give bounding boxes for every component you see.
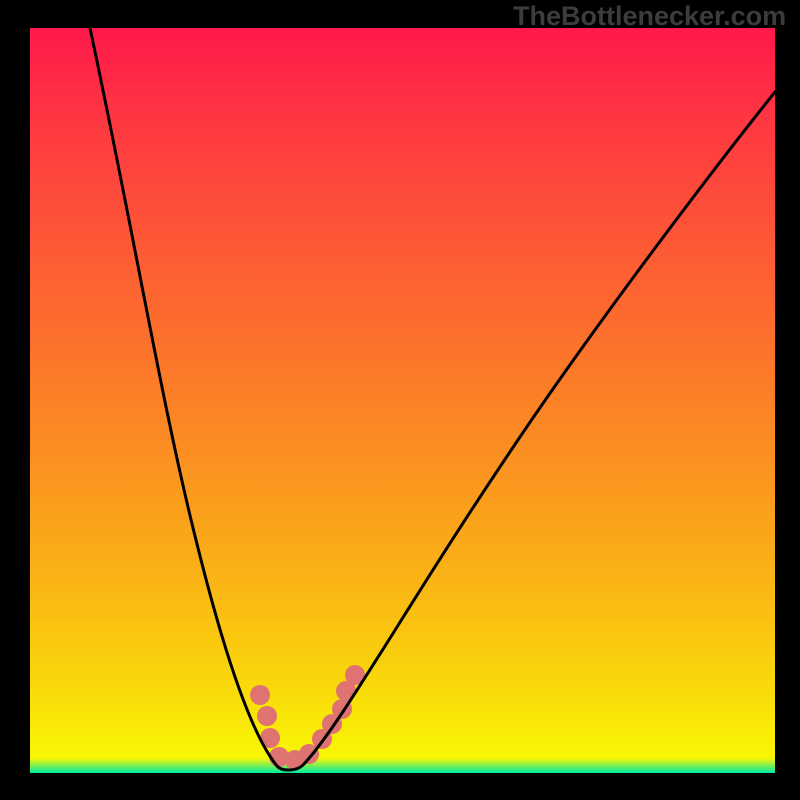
gradient-background	[30, 28, 775, 773]
chart-container: TheBottlenecker.com	[0, 0, 800, 800]
data-point	[257, 706, 277, 726]
plot-svg	[30, 28, 775, 773]
data-point	[250, 685, 270, 705]
watermark-text: TheBottlenecker.com	[513, 1, 786, 32]
plot-area	[30, 28, 775, 773]
